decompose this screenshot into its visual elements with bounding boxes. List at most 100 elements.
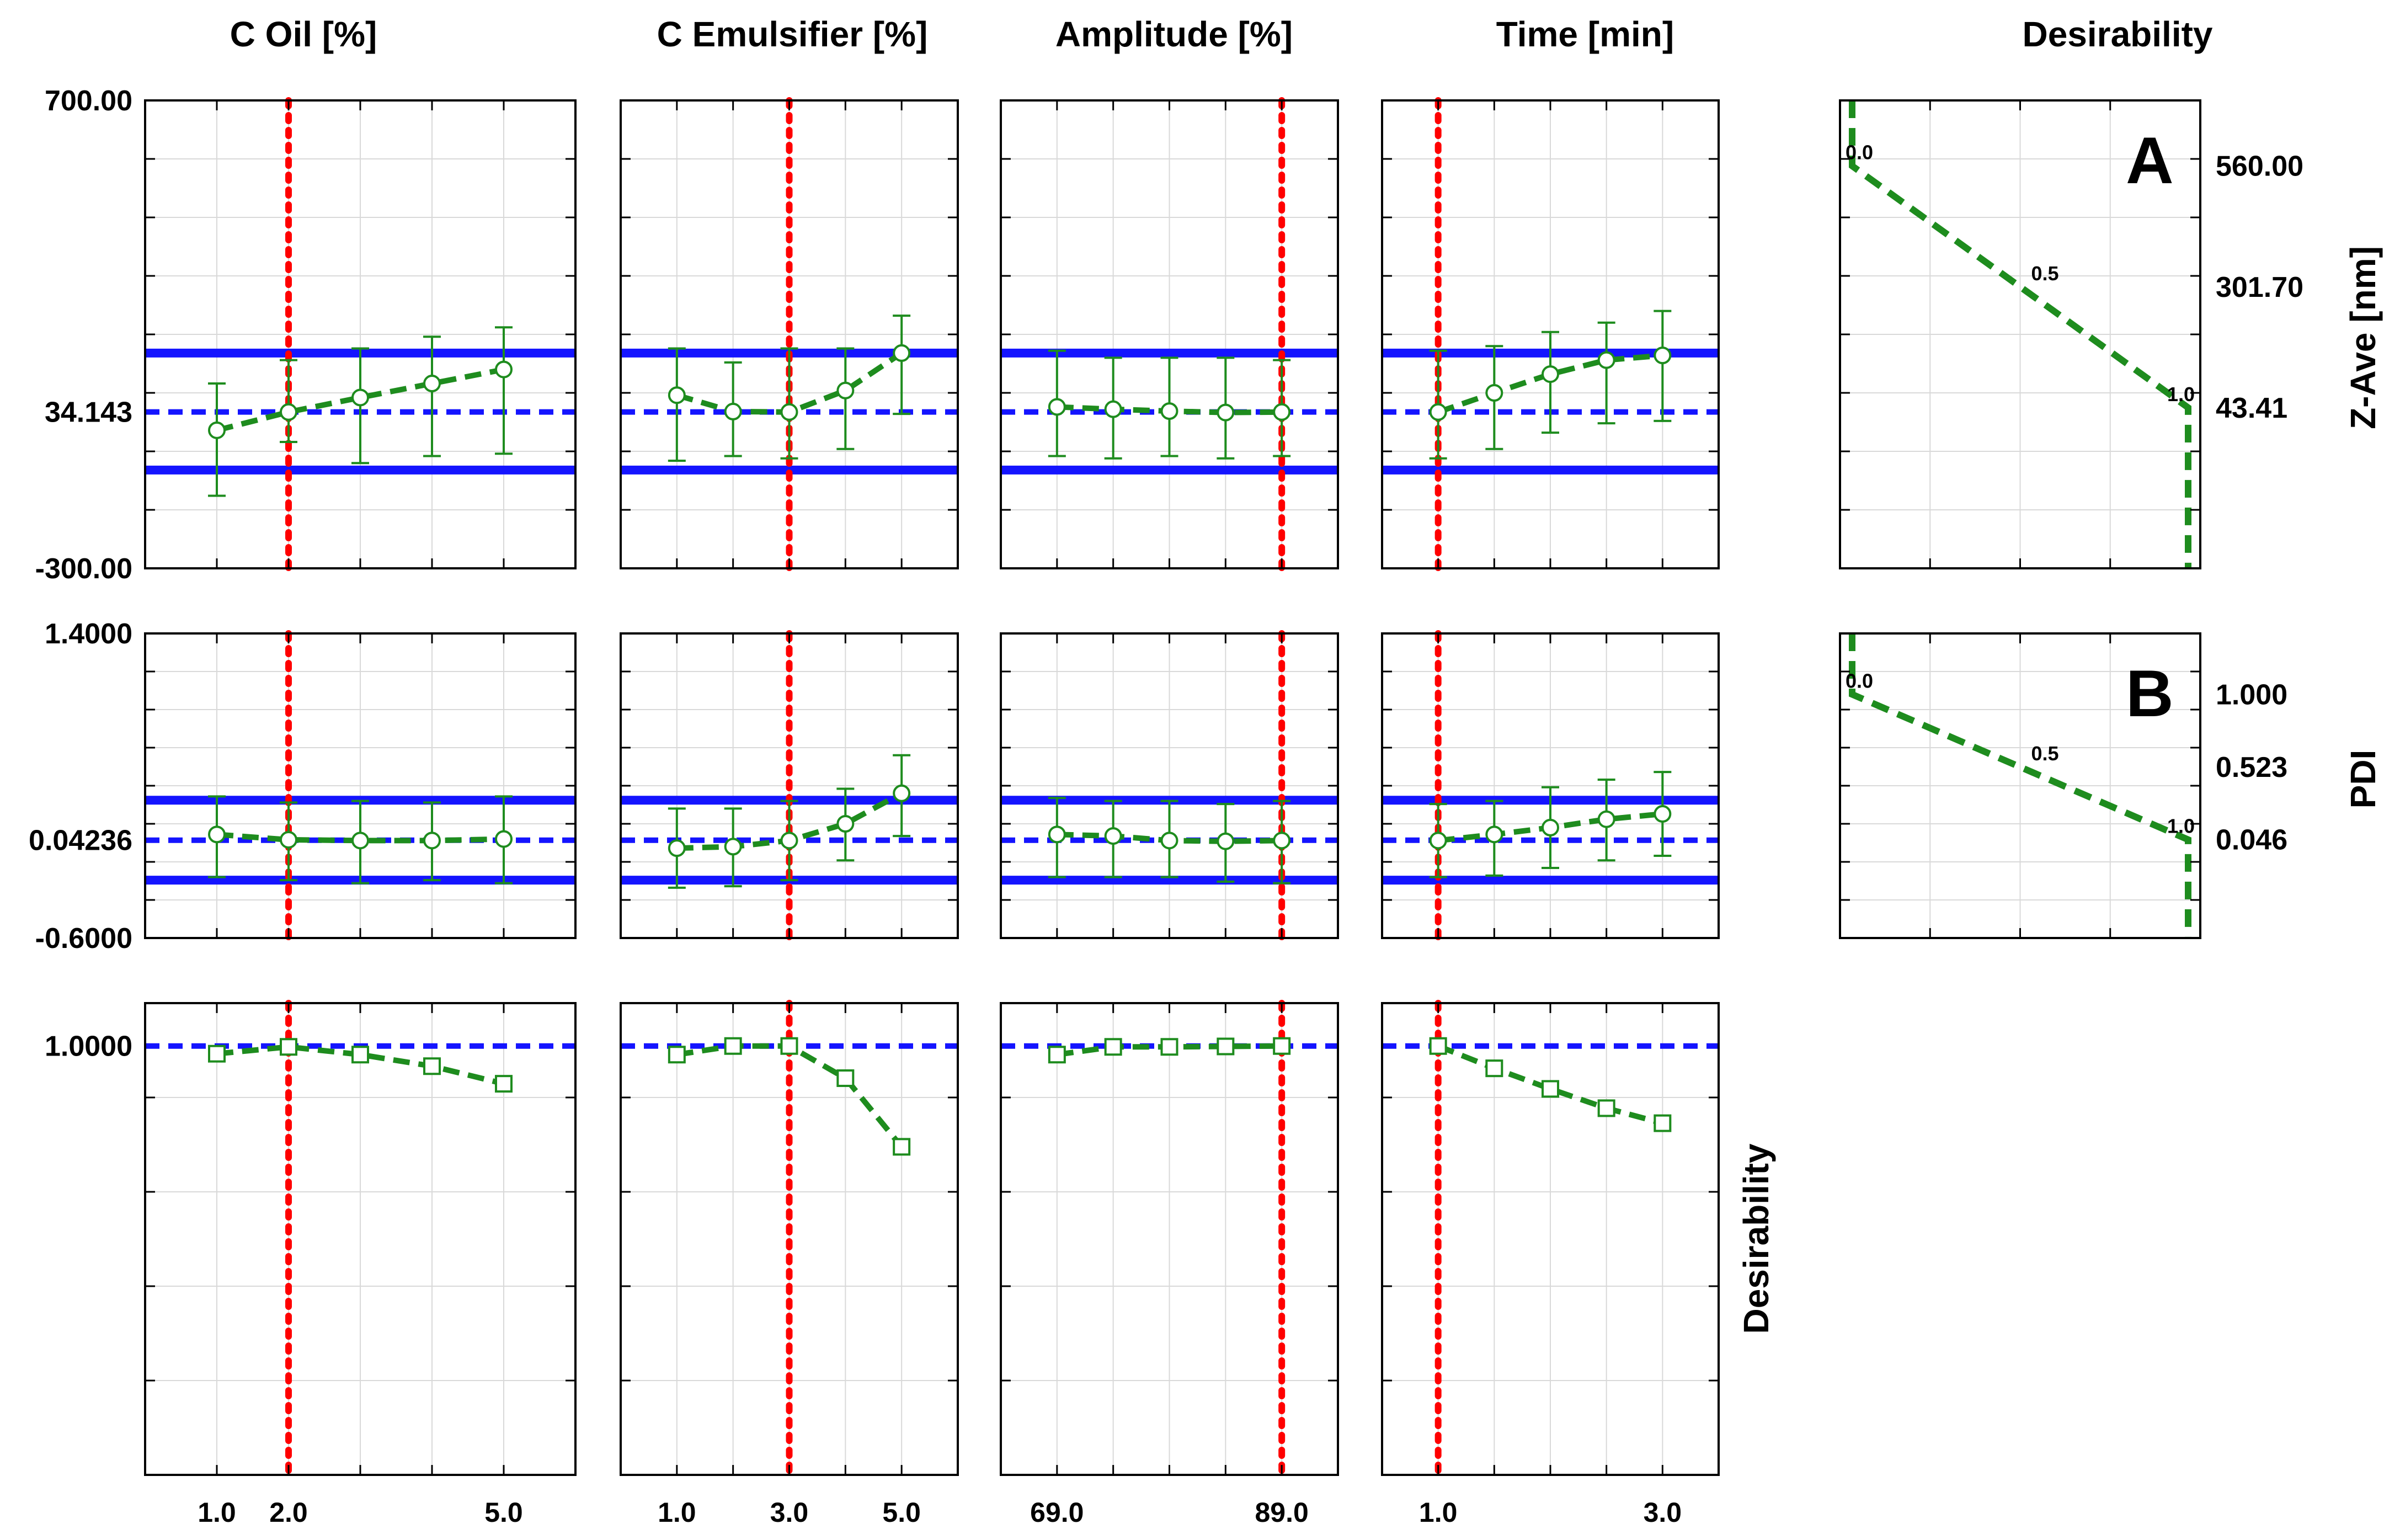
data-point xyxy=(1429,1037,1447,1055)
data-point xyxy=(1654,805,1672,823)
fitted-response-line xyxy=(216,832,504,844)
data-point xyxy=(1542,365,1559,383)
panel-0-3 xyxy=(1381,97,1720,572)
y-tick-label: 700.00 xyxy=(45,85,132,117)
panel-1-2 xyxy=(1000,630,1339,941)
desirability-panel-3: 1.0 3.0 xyxy=(1381,1000,1720,1528)
desirability-line xyxy=(1437,1043,1663,1126)
x-tick-label: 1.0 xyxy=(198,1497,236,1528)
data-point xyxy=(1048,1046,1066,1064)
data-point xyxy=(1160,402,1178,420)
side-labels: Z-Ave [nm] PDI Desirability xyxy=(1736,246,2383,1334)
data-point xyxy=(836,1069,855,1088)
y-tick-label: 301.70 xyxy=(2216,271,2303,303)
desirability-function-curve xyxy=(1849,100,2191,568)
desirability-function-panel-1: 0.0 0.5 1.0 B 1.000 0.523 0.046 xyxy=(1839,632,2287,939)
data-point xyxy=(836,381,855,399)
data-point xyxy=(280,1038,297,1056)
data-point xyxy=(351,388,369,407)
panel-0-2 xyxy=(1000,97,1339,572)
data-point xyxy=(724,1037,742,1055)
panel-1-1 xyxy=(620,630,959,941)
data-point xyxy=(1485,1059,1503,1078)
data-point xyxy=(668,386,686,404)
x-tick-label: 2.0 xyxy=(269,1497,308,1528)
data-point xyxy=(836,815,855,833)
x-tick-label: 69.0 xyxy=(1030,1497,1084,1528)
data-point xyxy=(1048,398,1066,416)
data-point xyxy=(1429,832,1447,850)
y-tick-label: -300.00 xyxy=(35,553,132,585)
data-point xyxy=(423,1057,441,1075)
desirability-tick-label: 1.0 xyxy=(2167,383,2195,406)
data-point xyxy=(1048,825,1066,844)
data-point xyxy=(1217,403,1235,422)
panel-letter: B xyxy=(2126,657,2174,731)
column-title-c-emulsifier: C Emulsifier [%] xyxy=(657,14,928,54)
column-title-desirability: Desirability xyxy=(2022,14,2212,54)
data-point xyxy=(1654,1114,1672,1132)
data-point xyxy=(668,1046,686,1064)
data-point xyxy=(780,403,798,421)
column-titles: C Oil [%] C Emulsifier [%] Amplitude [%]… xyxy=(230,14,2213,54)
data-point xyxy=(1160,1038,1178,1056)
data-point xyxy=(893,1138,911,1156)
data-point xyxy=(208,421,226,439)
data-point xyxy=(1273,832,1291,850)
desirability-tick-label: 0.5 xyxy=(2031,262,2059,285)
data-point xyxy=(208,1045,226,1063)
data-point xyxy=(495,360,513,379)
data-point xyxy=(1654,347,1672,365)
data-point xyxy=(1217,1037,1235,1056)
column-title-c-oil: C Oil [%] xyxy=(230,14,377,54)
desirability-tick-label: 0.0 xyxy=(1846,669,1873,692)
data-point xyxy=(1542,818,1559,836)
y-tick-label: 43.41 xyxy=(2216,392,2287,424)
desirability-panel-2: 69.0 89.0 xyxy=(1000,1000,1339,1528)
panel-letter: A xyxy=(2126,124,2174,198)
y-tick-label: 1.4000 xyxy=(45,618,132,650)
data-point xyxy=(780,832,798,850)
data-point xyxy=(423,375,441,393)
data-point xyxy=(724,838,742,856)
data-point xyxy=(495,1075,513,1093)
y-tick-label: 0.523 xyxy=(2216,752,2287,784)
pdi-axis-label: PDI xyxy=(2343,750,2383,809)
x-tick-label: 3.0 xyxy=(770,1497,809,1528)
data-point xyxy=(280,403,297,421)
data-point xyxy=(1597,1099,1615,1117)
desirability-panel-1: 1.0 3.0 5.0 xyxy=(620,1000,959,1528)
data-point xyxy=(351,832,369,850)
data-point xyxy=(1273,1037,1291,1055)
x-tick-label: 89.0 xyxy=(1255,1497,1309,1528)
x-tick-label: 1.0 xyxy=(658,1497,696,1528)
data-point xyxy=(1273,403,1291,421)
data-point xyxy=(495,830,513,848)
fitted-response-line xyxy=(1437,353,1663,415)
data-point xyxy=(668,839,686,857)
desirability-tick-label: 1.0 xyxy=(2167,815,2195,838)
data-point xyxy=(724,402,742,420)
data-point xyxy=(280,830,297,849)
panel-1-0 xyxy=(144,630,577,941)
desirability-function-curve xyxy=(1849,633,2191,938)
desirability-function-panel-0: 0.0 0.5 1.0 A 560.00 301.70 43.41 xyxy=(1839,99,2303,569)
data-point xyxy=(1104,827,1122,845)
desirability-tick-label: 0.5 xyxy=(2031,742,2059,765)
x-tick-label: 5.0 xyxy=(484,1497,523,1528)
x-tick-label: 3.0 xyxy=(1644,1497,1682,1528)
panel-1-3 xyxy=(1381,630,1720,941)
y-tick-label: -0.6000 xyxy=(35,923,132,955)
column-title-time: Time [min] xyxy=(1496,14,1674,54)
y-tick-label: 0.04236 xyxy=(29,825,132,857)
data-point xyxy=(893,344,911,362)
data-point xyxy=(351,1046,369,1064)
data-point xyxy=(1429,403,1447,421)
fitted-response-line xyxy=(216,366,504,433)
data-point xyxy=(1542,1080,1559,1098)
data-point xyxy=(1104,400,1122,418)
x-tick-label: 5.0 xyxy=(882,1497,921,1528)
panel-0-1 xyxy=(620,97,959,572)
data-point xyxy=(1597,810,1615,828)
